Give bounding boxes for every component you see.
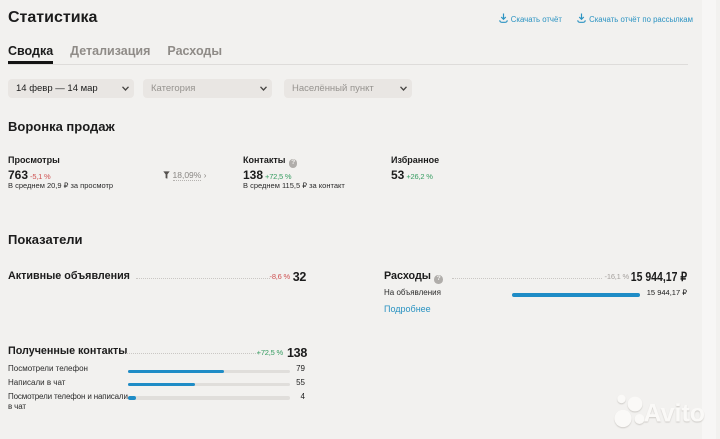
svg-text:Avito: Avito [644, 400, 706, 428]
